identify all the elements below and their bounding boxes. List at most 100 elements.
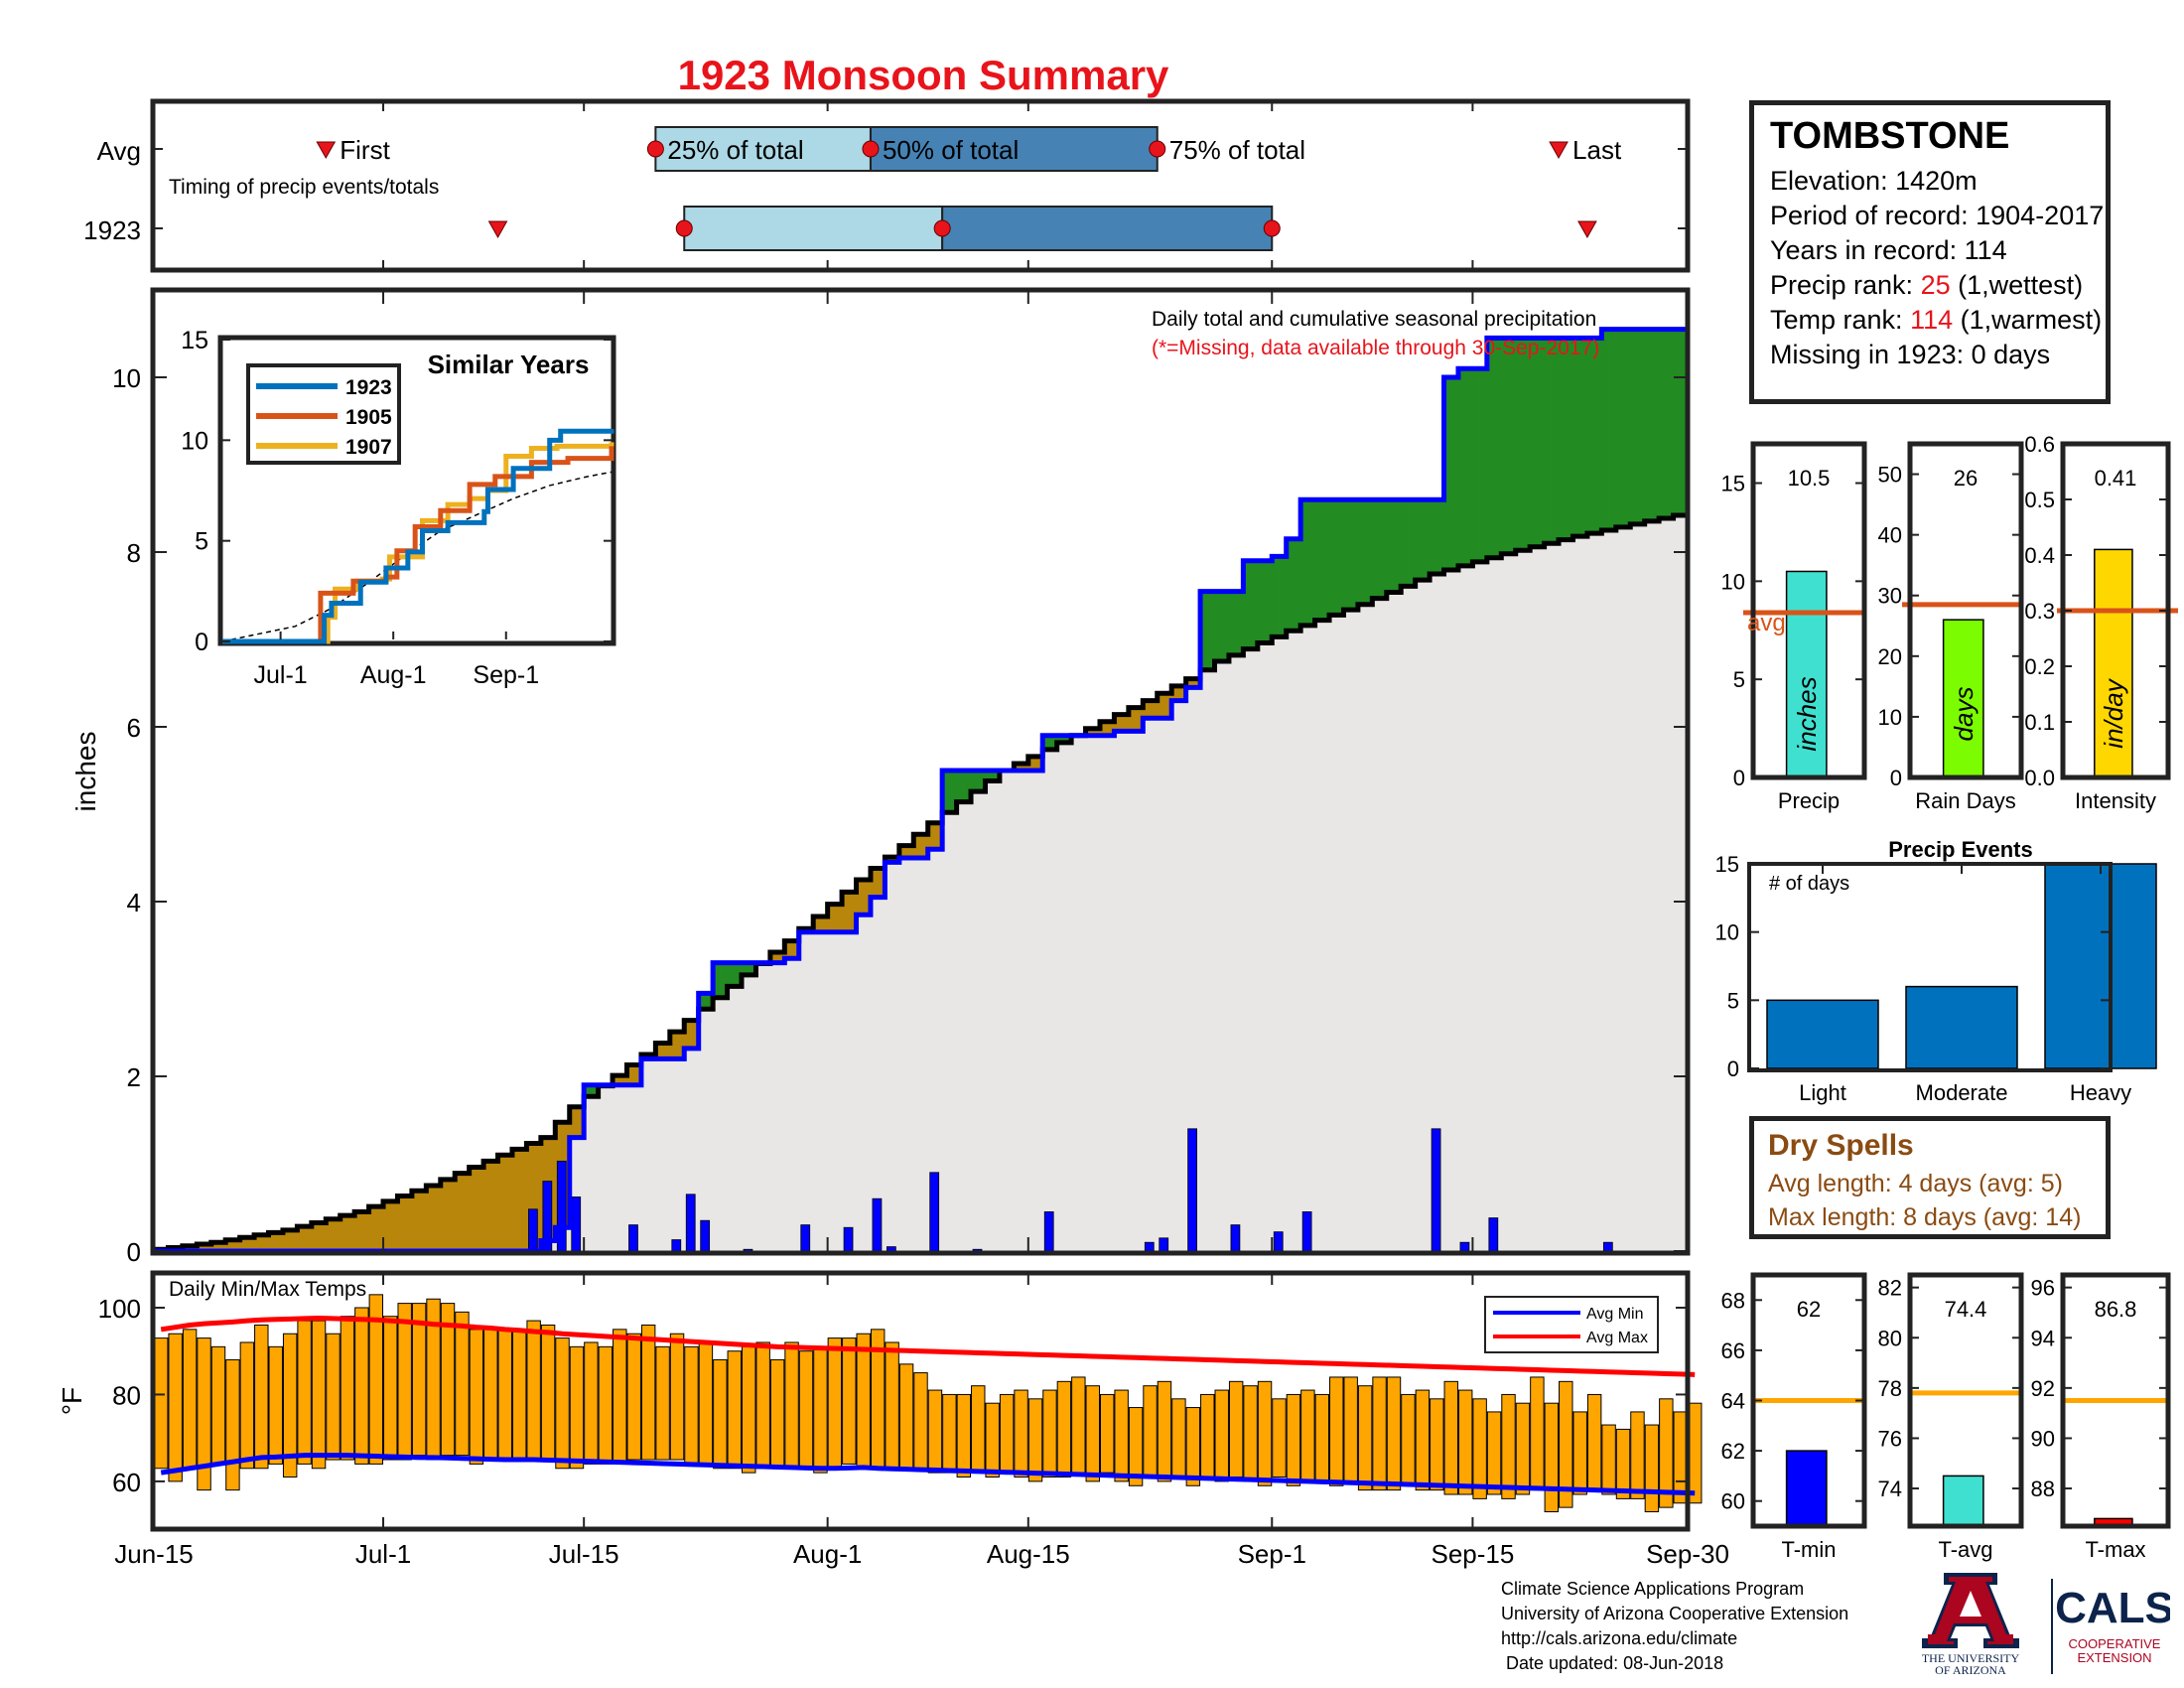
temps-layer: 60 80 100 Avg Min Avg Max <box>98 1294 1703 1513</box>
cumulative-title: Daily total and cumulative seasonal prec… <box>1152 308 1596 331</box>
daily-temp-bar <box>956 1393 972 1478</box>
date-axis-label: Jul-15 <box>549 1539 619 1569</box>
daily-precip-bar <box>800 1224 811 1252</box>
metric-ytick-label: 60 <box>1721 1489 1745 1514</box>
anomaly-fill <box>1559 338 1574 540</box>
temps-legend-label-avg-max: Avg Max <box>1586 1330 1648 1346</box>
anomaly-fill <box>368 1206 384 1251</box>
anomaly-fill <box>1486 338 1502 558</box>
daily-precip-bar <box>1144 1241 1155 1252</box>
cumulative-ytick-label: 10 <box>112 363 141 393</box>
daily-precip-bar <box>685 1194 696 1252</box>
daily-temp-bar <box>1014 1389 1028 1478</box>
anomaly-fill <box>813 915 829 932</box>
daily-temp-bar <box>669 1333 685 1461</box>
daily-temp-bar <box>713 1358 728 1470</box>
daily-temp-bar <box>1601 1424 1616 1495</box>
station-period: Period of record: 1904-2017 <box>1770 199 2104 233</box>
anomaly-fill <box>511 1149 528 1251</box>
daily-temp-bar <box>1042 1389 1057 1478</box>
metric-panel-t-min: 60 62 64 66 68 62 T-min <box>1721 1272 1867 1562</box>
temps-legend-label-avg-min: Avg Min <box>1586 1306 1644 1323</box>
daily-temp-bar <box>455 1311 470 1457</box>
metric-ytick-label: 96 <box>2031 1276 2055 1301</box>
daily-temp-bar <box>497 1329 512 1461</box>
metric-category-label: T-max <box>2085 1537 2145 1562</box>
daily-temp-bar <box>383 1316 398 1461</box>
daily-temp-bar <box>1586 1393 1602 1491</box>
metric-ytick-label: 80 <box>1878 1326 1902 1350</box>
timing-box-0-q1 <box>654 126 872 172</box>
anomaly-fill <box>870 868 887 898</box>
metric-panel-t-max: 88 90 92 94 96 86.8 T-max <box>2031 1272 2171 1562</box>
anomaly-fill <box>469 1167 484 1251</box>
temps-panel: 60 80 100 Avg Min Avg Max Daily Min/Max Temp… <box>57 1270 1703 1532</box>
elevation-value: 1420m <box>1895 166 1978 196</box>
daily-temp-bar <box>397 1303 412 1461</box>
daily-temp-bar <box>1157 1380 1172 1482</box>
anomaly-fill <box>1243 560 1259 649</box>
daily-temp-bar <box>1415 1389 1431 1491</box>
anomaly-fill <box>1329 499 1345 616</box>
daily-temp-bar <box>1185 1407 1201 1486</box>
daily-temp-bar <box>440 1303 456 1457</box>
daily-temp-bar <box>526 1320 541 1461</box>
timing-label-first: First <box>340 135 390 165</box>
timing-panel: First 25% of total 50% of total 75% of tota… <box>83 98 1691 273</box>
metric-ytick-label: 0.2 <box>2024 654 2055 679</box>
metric-ytick-label: 62 <box>1721 1439 1745 1464</box>
anomaly-fill <box>1572 338 1588 537</box>
metric-bar <box>1785 1450 1828 1527</box>
daily-temp-bar <box>942 1393 957 1474</box>
daily-temp-bar <box>1357 1385 1373 1491</box>
station-years: Years in record: 114 <box>1770 233 2090 268</box>
metric-value-label: 0.41 <box>2095 466 2137 491</box>
anomaly-fill <box>971 771 987 792</box>
temps-legend <box>1484 1296 1659 1353</box>
anomaly-fill <box>1430 499 1445 574</box>
anomaly-fill <box>411 1191 427 1251</box>
metric-frame <box>2060 1272 2171 1529</box>
timing-row-year-label: 1923 <box>83 215 141 245</box>
daily-temp-bar <box>1430 1398 1444 1491</box>
timing-box-1-q1 <box>683 206 944 251</box>
daily-temp-bar <box>885 1341 899 1470</box>
period-label: Period of record: <box>1770 201 1969 230</box>
anomaly-fill <box>1056 735 1072 743</box>
metric-ytick-label: 0.5 <box>2024 488 2055 512</box>
daily-temp-bar <box>584 1341 599 1465</box>
daily-temp-bar <box>1472 1398 1487 1499</box>
precip-events-bar-light <box>1766 999 1879 1069</box>
precip-events-xtick-label: Heavy <box>2070 1080 2131 1105</box>
precip-events-ytick-label: 15 <box>1715 852 1739 877</box>
daily-temp-bar <box>210 1345 226 1465</box>
daily-temp-bar <box>469 1329 484 1465</box>
anomaly-fill <box>455 1173 471 1251</box>
daily-temp-bar <box>1257 1380 1273 1486</box>
similar-years-title: Similar Years <box>428 350 590 379</box>
daily-temp-bar <box>411 1303 427 1457</box>
date-axis-label: Sep-1 <box>1238 1539 1306 1569</box>
daily-temp-bar <box>297 1320 312 1465</box>
ua-logo-line-1: THE UNIVERSITY <box>1922 1651 2020 1665</box>
precip-events-ytick-label: 10 <box>1715 920 1739 945</box>
metric-ytick-label: 10 <box>1721 569 1745 594</box>
anomaly-fill <box>584 1084 600 1097</box>
metric-value-label: 74.4 <box>1945 1297 1987 1322</box>
cumulative-ylabel: inches <box>70 732 101 812</box>
daily-temp-bar <box>326 1333 341 1461</box>
daily-temp-bar <box>268 1345 283 1465</box>
timing-label-p50: 50% of total <box>883 135 1019 165</box>
date-axis-label: Jul-1 <box>355 1539 411 1569</box>
station-precip-rank: Precip rank: 25 (1,wettest) <box>1770 268 2090 303</box>
metric-ytick-label: 40 <box>1878 523 1902 548</box>
precip-events-bar-moderate <box>1905 985 2018 1069</box>
precip-events-xtick-label: Light <box>1799 1080 1846 1105</box>
daily-temp-bar <box>1630 1411 1645 1499</box>
daily-temp-bar <box>254 1324 269 1470</box>
daily-temp-bar <box>613 1329 627 1465</box>
anomaly-fill <box>669 1032 685 1059</box>
anomaly-fill <box>1501 338 1517 554</box>
precip-events-ytick-label: 0 <box>1727 1056 1739 1081</box>
temp-rank-note: (1,warmest) <box>1960 305 2103 335</box>
